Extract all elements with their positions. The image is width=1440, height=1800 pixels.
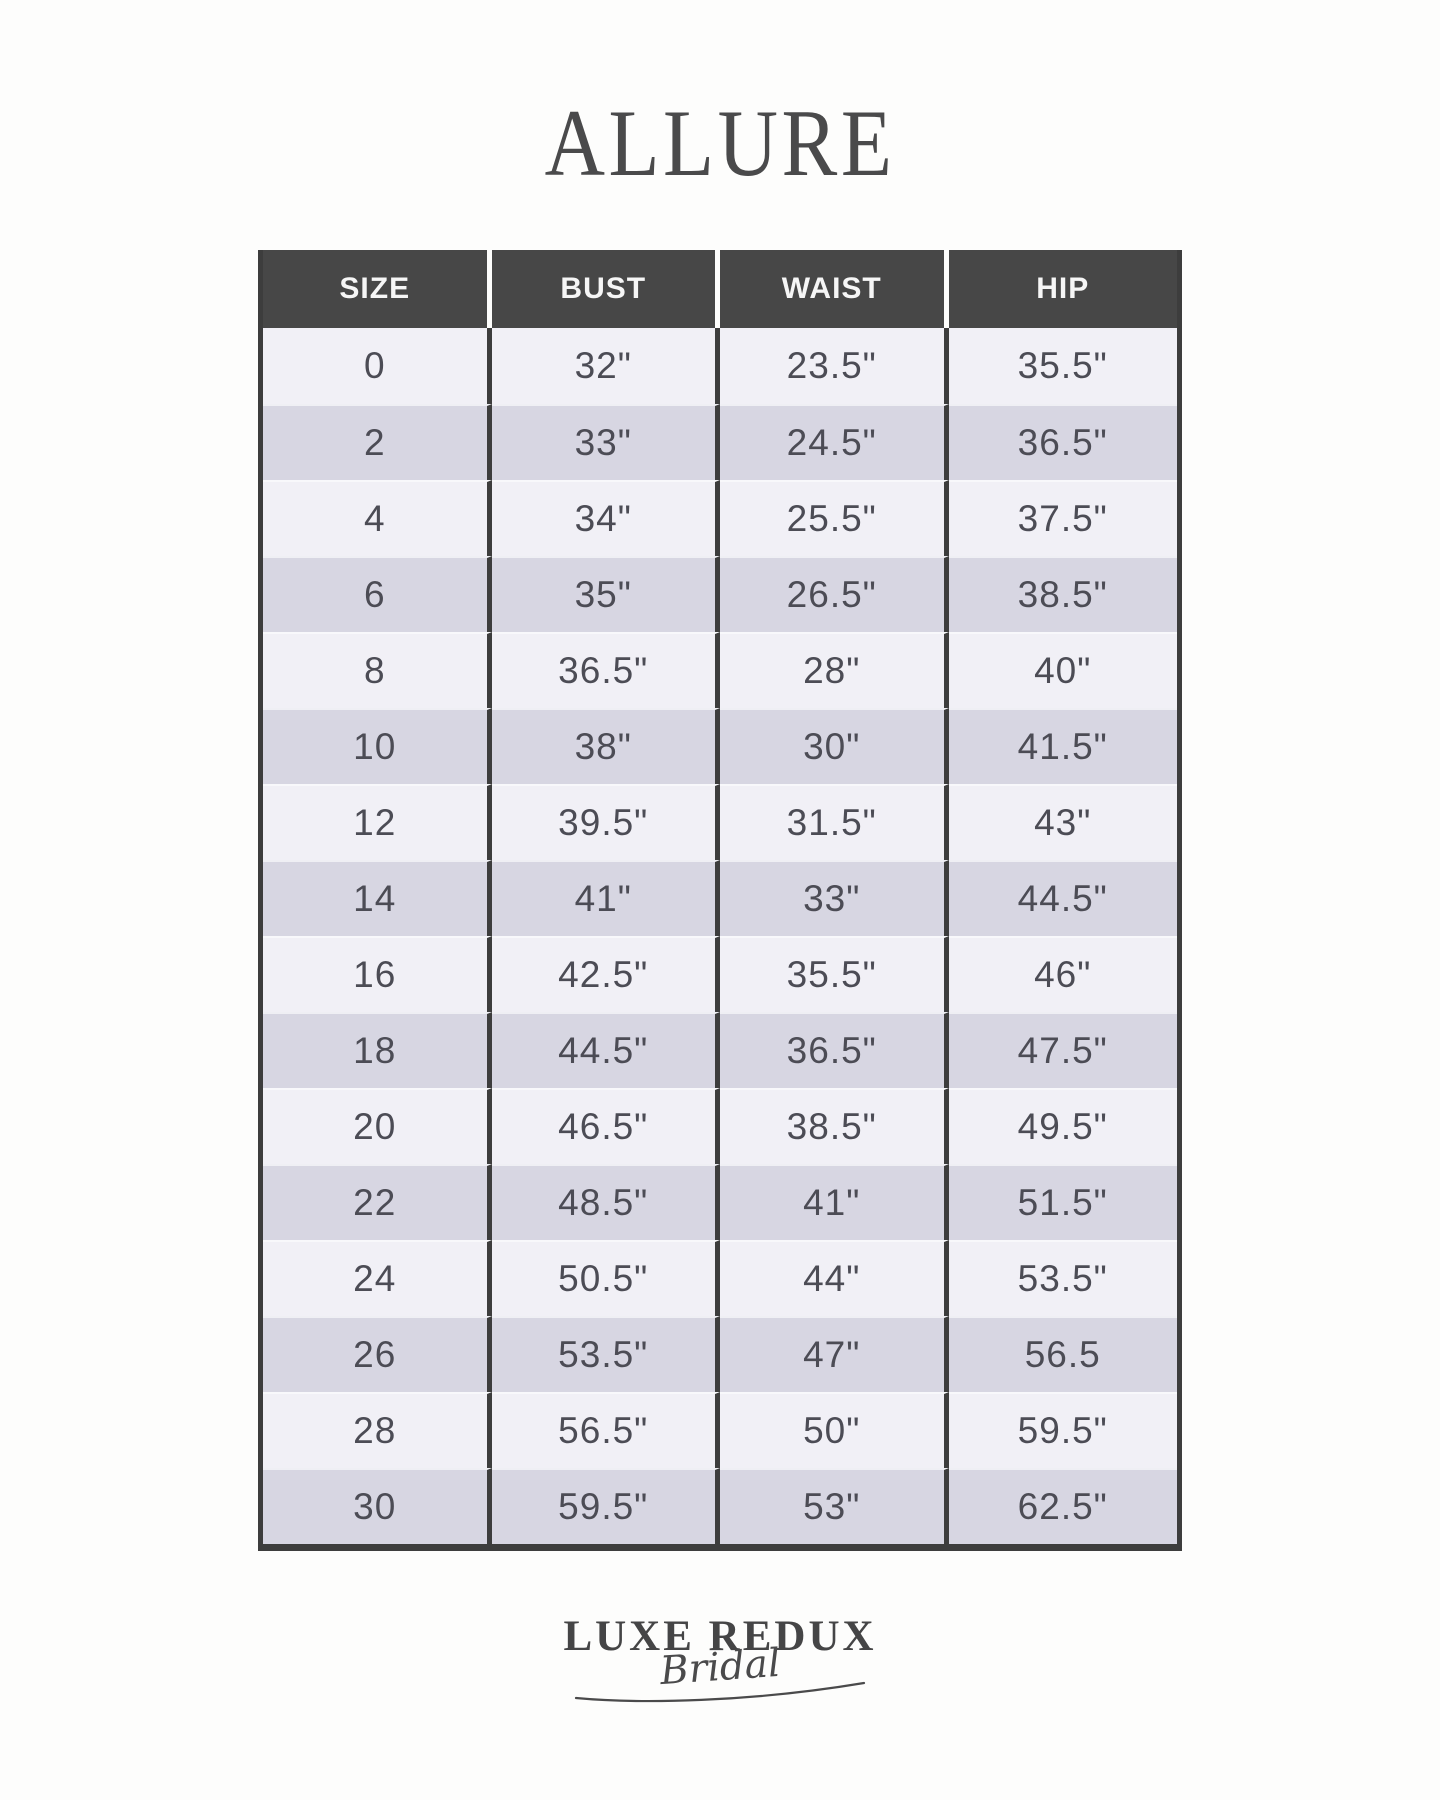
table-cell: 8 (263, 632, 492, 708)
table-row-size-20: 20 46.5" 38.5" 49.5" (263, 1088, 1177, 1164)
table-cell: 35" (491, 556, 720, 632)
table-cell: 6 (263, 556, 492, 632)
table-row-size-0: 0 32" 23.5" 35.5" (263, 328, 1177, 404)
table-cell: 53.5" (491, 1316, 720, 1392)
table-cell: 23.5" (720, 328, 949, 404)
table-cell: 46.5" (491, 1088, 720, 1164)
table-cell: 34" (491, 480, 720, 556)
size-chart-table: SIZE BUST WAIST HIP 0 32" 23.5" 35.5" 2 33" 24.5"… (258, 250, 1182, 1551)
table-cell: 41" (491, 860, 720, 936)
table-cell: 36.5" (948, 404, 1177, 480)
brand-title: ALLURE (544, 90, 896, 196)
column-header-size: SIZE (263, 250, 492, 328)
table-cell: 33" (491, 404, 720, 480)
table-row-size-30: 30 59.5" 53" 62.5" (263, 1468, 1177, 1544)
table-cell: 24.5" (720, 404, 949, 480)
table-cell: 36.5" (720, 1012, 949, 1088)
table-row-size-8: 8 36.5" 28" 40" (263, 632, 1177, 708)
table-row-size-6: 6 35" 26.5" 38.5" (263, 556, 1177, 632)
table-cell: 53" (720, 1468, 949, 1544)
table-cell: 51.5" (948, 1164, 1177, 1240)
table-row-size-22: 22 48.5" 41" 51.5" (263, 1164, 1177, 1240)
table-cell: 48.5" (491, 1164, 720, 1240)
table-cell: 53.5" (948, 1240, 1177, 1316)
table-row-size-14: 14 41" 33" 44.5" (263, 860, 1177, 936)
table-row-size-26: 26 53.5" 47" 56.5 (263, 1316, 1177, 1392)
table-cell: 47.5" (948, 1012, 1177, 1088)
table-cell: 41" (720, 1164, 949, 1240)
table-cell: 26 (263, 1316, 492, 1392)
column-header-bust: BUST (491, 250, 720, 328)
table-cell: 46" (948, 936, 1177, 1012)
table-cell: 30" (720, 708, 949, 784)
table-cell: 25.5" (720, 480, 949, 556)
table-cell: 0 (263, 328, 492, 404)
logo-wordmark: LUXE REDUX (563, 1613, 877, 1660)
table-cell: 24 (263, 1240, 492, 1316)
table-cell: 59.5" (948, 1392, 1177, 1468)
table-cell: 4 (263, 480, 492, 556)
table-cell: 38" (491, 708, 720, 784)
logo-flourish-stroke (574, 1681, 866, 1703)
table-header: SIZE BUST WAIST HIP (263, 250, 1177, 328)
table-cell: 42.5" (491, 936, 720, 1012)
table-cell: 44.5" (491, 1012, 720, 1088)
table-header-row: SIZE BUST WAIST HIP (263, 250, 1177, 328)
table-body: 0 32" 23.5" 35.5" 2 33" 24.5" 36.5" 4 34" 25.5" 37.… (263, 328, 1177, 1544)
table-cell: 43" (948, 784, 1177, 860)
table-cell: 12 (263, 784, 492, 860)
table-row-size-24: 24 50.5" 44" 53.5" (263, 1240, 1177, 1316)
table-cell: 14 (263, 860, 492, 936)
table-cell: 50.5" (491, 1240, 720, 1316)
table-row-size-10: 10 38" 30" 41.5" (263, 708, 1177, 784)
table-cell: 56.5 (948, 1316, 1177, 1392)
table-cell: 50" (720, 1392, 949, 1468)
table-cell: 28 (263, 1392, 492, 1468)
table-cell: 26.5" (720, 556, 949, 632)
table-row-size-18: 18 44.5" 36.5" 47.5" (263, 1012, 1177, 1088)
table-row-size-28: 28 56.5" 50" 59.5" (263, 1392, 1177, 1468)
table-cell: 18 (263, 1012, 492, 1088)
table-cell: 49.5" (948, 1088, 1177, 1164)
size-chart: SIZE BUST WAIST HIP 0 32" 23.5" 35.5" 2 33" 24.5"… (258, 250, 1182, 1551)
table-cell: 40" (948, 632, 1177, 708)
table-cell: 28" (720, 632, 949, 708)
table-cell: 37.5" (948, 480, 1177, 556)
table-cell: 33" (720, 860, 949, 936)
table-cell: 35.5" (720, 936, 949, 1012)
table-cell: 38.5" (720, 1088, 949, 1164)
table-cell: 59.5" (491, 1468, 720, 1544)
table-cell: 62.5" (948, 1468, 1177, 1544)
logo-tagline: Bridal (658, 1640, 782, 1695)
table-cell: 47" (720, 1316, 949, 1392)
table-cell: 31.5" (720, 784, 949, 860)
table-row-size-12: 12 39.5" 31.5" 43" (263, 784, 1177, 860)
table-cell: 38.5" (948, 556, 1177, 632)
table-cell: 44" (720, 1240, 949, 1316)
table-cell: 20 (263, 1088, 492, 1164)
table-row-size-4: 4 34" 25.5" 37.5" (263, 480, 1177, 556)
table-cell: 39.5" (491, 784, 720, 860)
table-cell: 10 (263, 708, 492, 784)
table-cell: 16 (263, 936, 492, 1012)
table-row-size-2: 2 33" 24.5" 36.5" (263, 404, 1177, 480)
table-row-size-16: 16 42.5" 35.5" 46" (263, 936, 1177, 1012)
table-cell: 36.5" (491, 632, 720, 708)
table-cell: 32" (491, 328, 720, 404)
table-cell: 2 (263, 404, 492, 480)
column-header-hip: HIP (948, 250, 1177, 328)
table-cell: 35.5" (948, 328, 1177, 404)
table-cell: 30 (263, 1468, 492, 1544)
luxe-redux-logo: LUXE REDUX Bridal (0, 1612, 1440, 1704)
table-cell: 22 (263, 1164, 492, 1240)
table-cell: 41.5" (948, 708, 1177, 784)
table-cell: 56.5" (491, 1392, 720, 1468)
table-cell: 44.5" (948, 860, 1177, 936)
column-header-waist: WAIST (720, 250, 949, 328)
